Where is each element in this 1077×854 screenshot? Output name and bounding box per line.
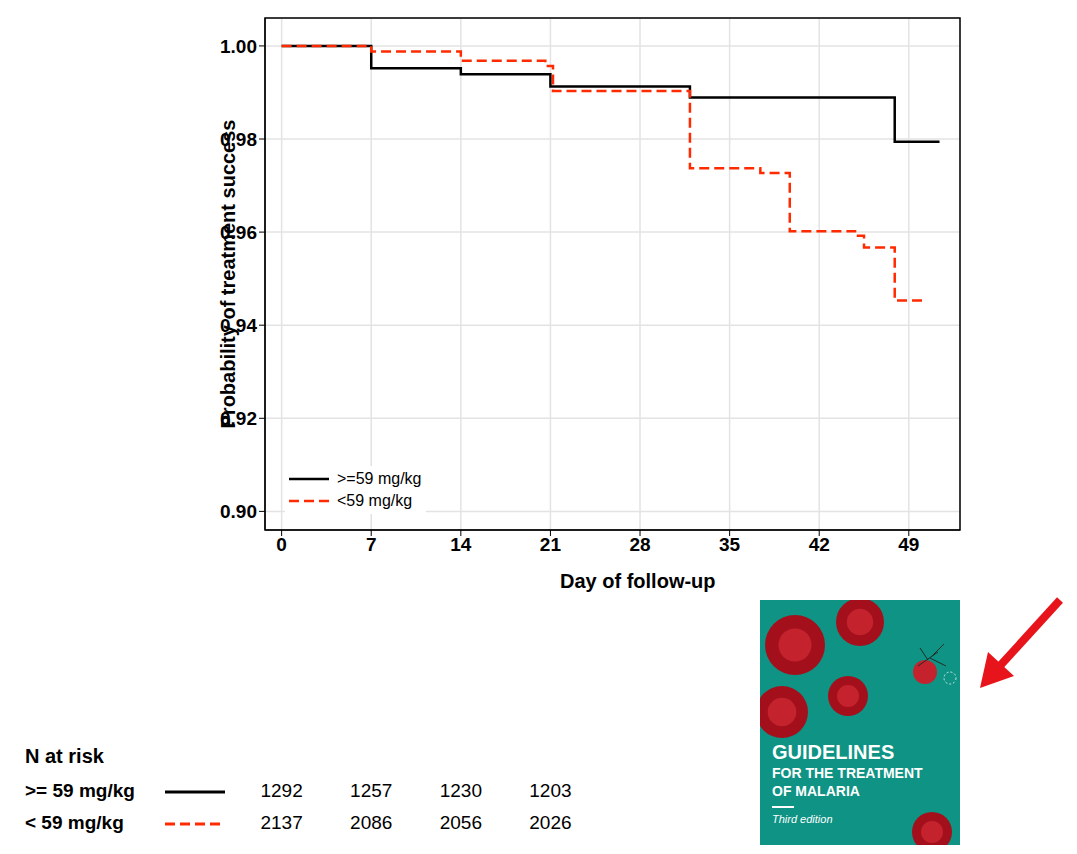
svg-text:28: 28 xyxy=(629,534,650,555)
svg-text:35: 35 xyxy=(719,534,741,555)
svg-text:21: 21 xyxy=(540,534,562,555)
svg-text:0: 0 xyxy=(276,534,287,555)
svg-text:14: 14 xyxy=(450,534,472,555)
svg-text:0.90: 0.90 xyxy=(220,501,257,522)
svg-text:49: 49 xyxy=(898,534,919,555)
svg-text:42: 42 xyxy=(809,534,830,555)
svg-text:7: 7 xyxy=(366,534,377,555)
svg-text:1.00: 1.00 xyxy=(220,36,257,57)
